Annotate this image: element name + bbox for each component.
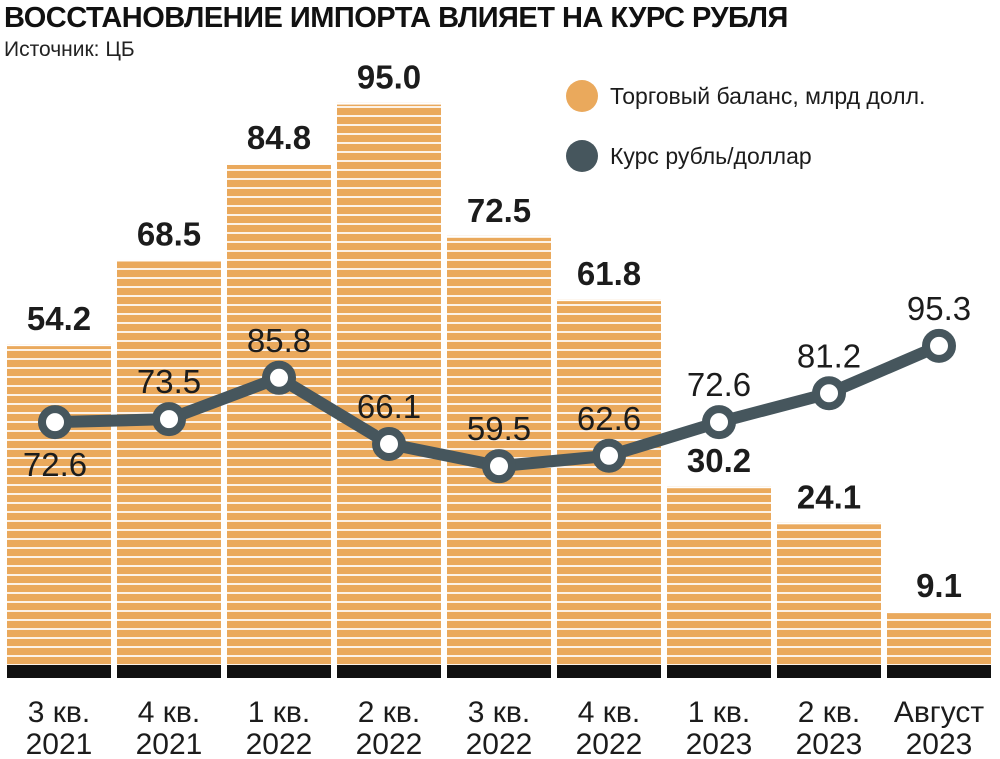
- x-tick-year: 2023: [796, 728, 863, 759]
- rate-value-label: 72.6: [687, 366, 751, 403]
- labels-layer: 54.2 68.5 84.8 95.0 72.5 61.8 30.2 24.1 9.1 72.6 7…: [23, 59, 971, 605]
- baseline-layer: [7, 665, 991, 678]
- bar-value-label: 54.2: [27, 300, 91, 337]
- bar-value-label: 68.5: [137, 215, 201, 252]
- bar-base-segment: [887, 665, 991, 678]
- trade-balance-bar: [557, 299, 661, 665]
- x-tick-label: 4 кв.: [138, 696, 200, 729]
- bar-base-segment: [447, 665, 551, 678]
- trade-balance-bar: [667, 486, 771, 665]
- rate-point: [152, 402, 186, 437]
- rate-value-label: 95.3: [907, 290, 971, 327]
- rate-point: [372, 427, 406, 461]
- rate-point: [702, 405, 736, 440]
- bar-top-edge: [7, 344, 111, 347]
- rate-value-label: 66.1: [357, 388, 421, 425]
- rate-point: [922, 328, 956, 363]
- rate-line-layer: [38, 328, 956, 484]
- rate-value-label: 73.5: [137, 363, 201, 400]
- bar-value-label: 84.8: [247, 119, 311, 156]
- x-tick-label: 2 кв.: [358, 696, 420, 729]
- x-tick-year: 2022: [466, 728, 533, 759]
- bar-value-label: 72.5: [467, 192, 531, 229]
- x-tick-label: 3 кв.: [468, 696, 530, 729]
- bar-top-edge: [337, 102, 441, 105]
- legend-bar-marker: [566, 80, 598, 112]
- bar-base-segment: [557, 665, 661, 678]
- bar-base-segment: [7, 665, 111, 678]
- trade-balance-bar: [337, 102, 441, 666]
- x-tick-label: 2 кв.: [798, 696, 860, 729]
- rate-point: [812, 376, 846, 411]
- rate-value-label: 85.8: [247, 322, 311, 359]
- bar-top-edge: [557, 299, 661, 302]
- trade-balance-bar: [887, 611, 991, 665]
- rate-point: [592, 438, 626, 473]
- x-tick-year: 2022: [246, 728, 313, 759]
- rate-value-label: 62.6: [577, 400, 641, 437]
- trade-balance-bar: [227, 162, 331, 665]
- x-tick-label: 3 кв.: [28, 696, 90, 729]
- chart-source: Источник: ЦБ: [4, 38, 135, 61]
- legend-line-marker: [566, 140, 598, 172]
- bar-base-segment: [227, 665, 331, 678]
- trade-balance-bar: [117, 259, 221, 665]
- x-tick-label: Август: [894, 696, 985, 729]
- bar-top-edge: [777, 522, 881, 525]
- x-tick-year: 2021: [136, 728, 203, 759]
- x-tick-year: 2022: [356, 728, 423, 759]
- bar-value-label: 9.1: [916, 567, 962, 604]
- rate-point: [262, 360, 296, 395]
- rate-value-label: 72.6: [23, 446, 87, 483]
- bar-top-edge: [447, 235, 551, 238]
- bars-layer: [7, 102, 991, 666]
- legend-bar-label: Торговый баланс, млрд долл.: [610, 83, 925, 109]
- bar-top-edge: [887, 611, 991, 614]
- chart-title: ВОССТАНОВЛЕНИЕ ИМПОРТА ВЛИЯЕТ НА КУРС РУ…: [4, 2, 788, 34]
- x-tick-label: 1 кв.: [248, 696, 310, 729]
- rate-point: [38, 405, 72, 440]
- x-tick-label: 1 кв.: [688, 696, 750, 729]
- bar-top-edge: [667, 486, 771, 489]
- bar-value-label: 61.8: [577, 255, 641, 292]
- legend-line-label: Курс рубль/доллар: [610, 143, 812, 169]
- x-tick-year: 2021: [26, 728, 93, 759]
- bar-value-label: 24.1: [797, 478, 861, 515]
- x-tick-year: 2022: [576, 728, 643, 759]
- bar-base-segment: [667, 665, 771, 678]
- bar-value-label: 95.0: [357, 59, 421, 96]
- rate-value-label: 81.2: [797, 337, 861, 374]
- trade-balance-bar: [777, 522, 881, 665]
- bar-base-segment: [337, 665, 441, 678]
- bar-top-edge: [117, 259, 221, 262]
- rate-point: [482, 449, 516, 484]
- trade-balance-bar: [7, 344, 111, 665]
- bar-value-label: 30.2: [687, 442, 751, 479]
- x-tick-label: 4 кв.: [578, 696, 640, 729]
- bar-base-segment: [777, 665, 881, 678]
- x-tick-year: 2023: [686, 728, 753, 759]
- rate-value-label: 59.5: [467, 410, 531, 447]
- x-tick-year: 2023: [906, 728, 973, 759]
- legend: Торговый баланс, млрд долл. Курс рубль/д…: [566, 80, 925, 172]
- bar-top-edge: [227, 162, 331, 165]
- bar-base-segment: [117, 665, 221, 678]
